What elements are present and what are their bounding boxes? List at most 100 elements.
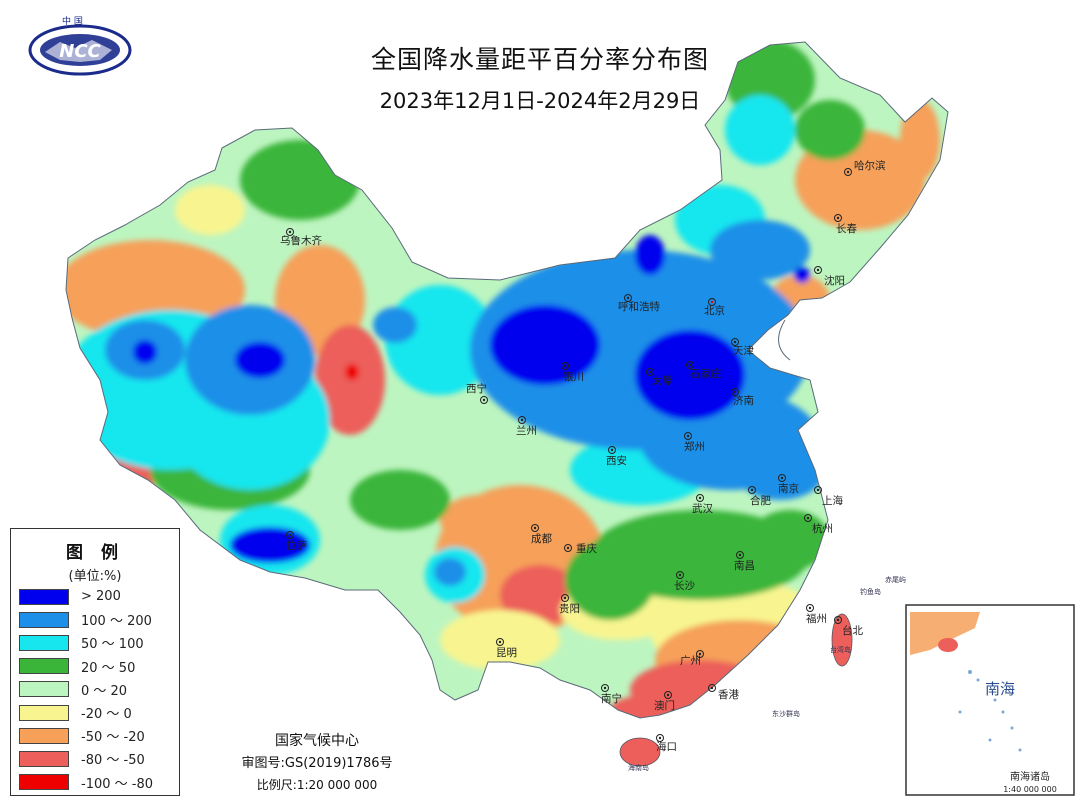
city-dot-icon (561, 594, 569, 602)
city-marker: 天津 (731, 338, 754, 357)
city-marker: 拉萨 (286, 531, 307, 552)
city-label: 西安 (606, 454, 627, 467)
legend-panel: 图 例 (单位:%) > 200 100 ～ 200 50 ～ 100 20 ～ 50… (10, 528, 180, 796)
legend-swatch (19, 634, 69, 651)
legend-swatch (19, 658, 69, 675)
city-dot-icon (708, 684, 716, 692)
city-dot-icon (814, 266, 822, 274)
city-marker: 重庆 (564, 542, 597, 555)
hainan-island (619, 737, 661, 767)
city-marker: 香港 (708, 684, 739, 701)
city-label: 香港 (718, 689, 739, 701)
legend-unit: (单位:%) (68, 569, 122, 584)
city-label: 杭州 (812, 522, 833, 535)
city-dot-icon (806, 604, 814, 612)
city-marker: 沈阳 (814, 266, 845, 287)
city-dot-icon (844, 168, 852, 176)
city-label: 哈尔滨 (854, 159, 886, 172)
diaoyu-label: 钓鱼岛 (860, 587, 881, 596)
city-dot-icon (696, 650, 704, 658)
city-marker: 上海 (814, 486, 843, 507)
city-dot-icon (646, 368, 654, 376)
city-marker: 兰州 (516, 416, 537, 437)
city-dot-icon (684, 432, 692, 440)
city-dot-icon (696, 494, 704, 502)
legend-swatch (19, 774, 69, 791)
city-marker: 乌鲁木齐 (280, 228, 322, 247)
city-label: 广州 (680, 655, 701, 667)
city-dot-icon (834, 214, 842, 222)
city-label: 澳门 (654, 699, 675, 712)
city-marker: 西宁 (466, 382, 488, 404)
city-marker: 广州 (680, 650, 704, 667)
city-label: 海口 (656, 740, 677, 753)
city-marker: 长沙 (674, 571, 695, 592)
taiwan-island (831, 613, 853, 667)
city-label: 贵阳 (559, 602, 580, 615)
city-label: 长沙 (674, 580, 695, 592)
city-dot-icon (286, 531, 294, 539)
taiwan-label: 台湾岛 (830, 645, 851, 654)
city-dot-icon (480, 396, 488, 404)
legend-title: 图 例 (66, 543, 124, 563)
city-dot-icon (518, 416, 526, 424)
city-marker: 杭州 (804, 514, 833, 535)
city-dot-icon (664, 691, 672, 699)
city-label: 南宁 (601, 692, 622, 705)
legend-label: 50 ～ 100 (81, 637, 144, 653)
city-marker: 成都 (531, 524, 552, 545)
city-label: 台北 (842, 624, 863, 637)
south-china-sea-inset: 南海 南海诸岛 1:40 000 000 (905, 604, 1075, 796)
city-label: 武汉 (692, 502, 713, 515)
legend-label: 100 ～ 200 (81, 614, 152, 630)
city-marker: 南昌 (734, 551, 755, 572)
city-marker: 呼和浩特 (618, 294, 660, 313)
city-dot-icon (496, 638, 504, 646)
legend-swatch (19, 750, 69, 767)
legend-item: > 200 (19, 585, 153, 608)
city-dot-icon (561, 362, 569, 370)
credit-scale: 比例尺:1:20 000 000 (256, 778, 378, 792)
legend-label: 20 ～ 50 (81, 660, 136, 676)
legend-label: -20 ～ 0 (81, 707, 132, 723)
ncc-logo: 中 国 NCC (28, 15, 132, 76)
city-label: 重庆 (576, 542, 597, 555)
city-dot-icon (731, 338, 739, 346)
legend-item: -50 ～ -20 (19, 724, 153, 747)
city-dot-icon (656, 734, 664, 742)
city-marker: 合肥 (748, 486, 771, 507)
city-label: 昆明 (496, 647, 517, 659)
city-marker: 贵阳 (559, 594, 580, 615)
city-marker: 武汉 (692, 494, 713, 515)
legend-label: -50 ～ -20 (81, 730, 145, 746)
city-dot-icon (748, 486, 756, 494)
city-label: 合肥 (750, 494, 771, 507)
city-dot-icon (731, 388, 739, 396)
city-dot-icon (608, 446, 616, 454)
city-label: 乌鲁木齐 (280, 234, 322, 247)
city-marker: 济南 (731, 388, 754, 407)
legend-label: -80 ～ -50 (81, 753, 145, 769)
city-label: 兰州 (516, 424, 537, 437)
city-label: 南京 (778, 482, 799, 495)
legend-swatch (19, 727, 69, 744)
city-marker: 银川 (561, 362, 584, 383)
city-dot-icon (531, 524, 539, 532)
city-label: 太原 (652, 374, 673, 387)
city-marker: 北京 (704, 298, 725, 317)
hainan-label: 海南岛 (628, 763, 649, 772)
city-marker: 太原 (646, 368, 673, 387)
map-title: 全国降水量距平百分率分布图 (370, 45, 709, 74)
legend-items: > 200 100 ～ 200 50 ～ 100 20 ～ 50 0 ～ 20 -20 ～… (19, 585, 153, 794)
legend-item: 20 ～ 50 (19, 655, 153, 678)
legend-item: -100 ～ -80 (19, 771, 153, 794)
city-label: 石家庄 (690, 367, 722, 380)
city-label: 银川 (563, 370, 584, 383)
city-dot-icon (676, 571, 684, 579)
city-dot-icon (736, 551, 744, 559)
city-dot-icon (624, 294, 632, 302)
city-label: 上海 (822, 494, 843, 507)
legend-swatch (19, 681, 69, 698)
